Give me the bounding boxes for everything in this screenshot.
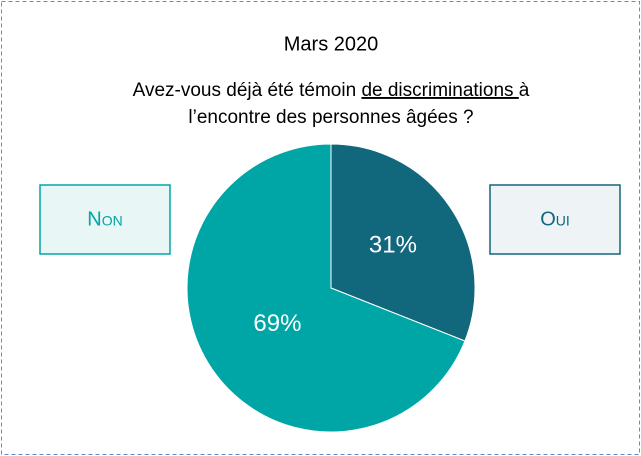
data-label: 31% — [369, 231, 417, 258]
legend-label: Non — [87, 208, 122, 230]
subtitle-part: l’encontre des personnes âgées ? — [188, 107, 473, 128]
chart-title: Mars 2020 — [284, 33, 379, 55]
legend-box — [489, 184, 621, 255]
subtitle-part: de discriminations — [361, 80, 518, 101]
legend-box — [39, 184, 171, 255]
chart-subtitle: l’encontre des personnes âgées ? — [188, 107, 473, 128]
data-label: 69% — [253, 310, 301, 337]
subtitle-part: à — [519, 80, 530, 101]
pie-slice — [186, 143, 466, 433]
pie-slice — [330, 143, 476, 342]
subtitle-part: Avez-vous déjà été témoin — [133, 80, 362, 101]
legend-label: Oui — [540, 208, 570, 230]
chart-subtitle: Avez-vous déjà été témoin de discriminat… — [133, 80, 530, 101]
